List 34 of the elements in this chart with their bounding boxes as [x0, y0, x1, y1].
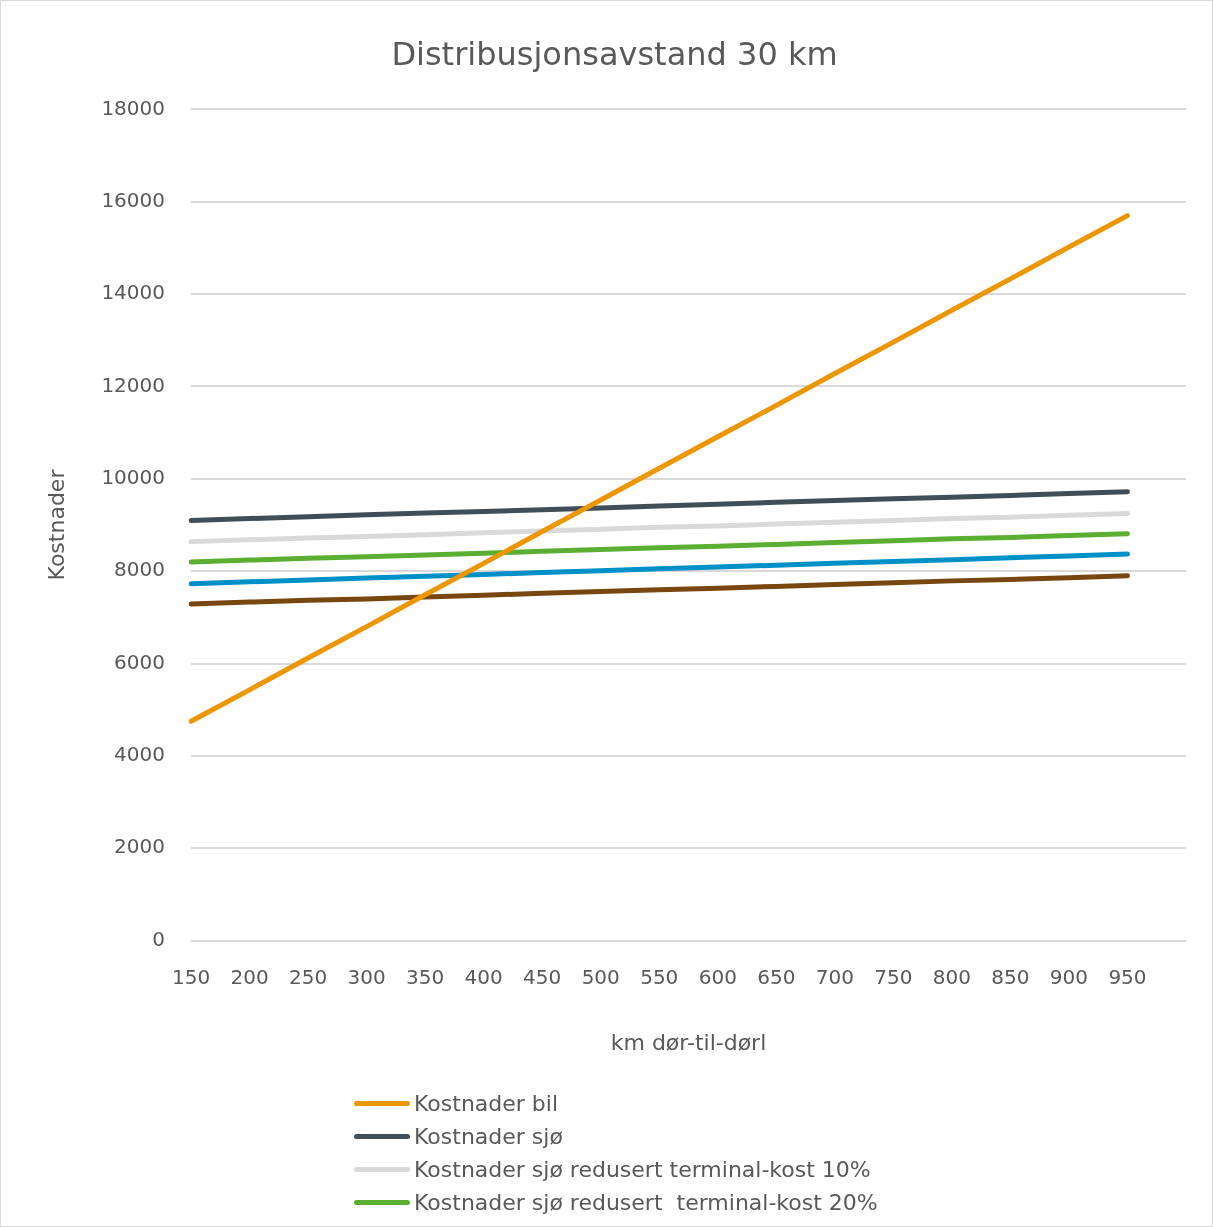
- legend-label: Kostnader sjø redusert terminal-kost 10%: [414, 1157, 871, 1182]
- x-tick-label: 550: [640, 964, 679, 989]
- y-tick-label: 6000: [114, 649, 166, 674]
- y-tick-label: 8000: [114, 557, 166, 582]
- x-tick-label: 200: [230, 964, 269, 989]
- x-tick-label: 650: [757, 964, 796, 989]
- y-tick-label: 14000: [101, 280, 166, 305]
- legend-label: Kostnader sjø: [414, 1124, 563, 1149]
- y-tick-label: 16000: [101, 187, 166, 212]
- x-tick-label: 800: [932, 964, 971, 989]
- x-tick-label: 500: [581, 964, 620, 989]
- x-axis-title: km dør-til-dørl: [610, 1029, 767, 1055]
- x-tick-label: 250: [288, 964, 328, 989]
- y-axis-title: Kostnader: [43, 468, 69, 581]
- y-tick-label: 12000: [101, 372, 166, 397]
- chart-title: Distribusjonsavstand 30 km: [391, 34, 838, 73]
- y-tick-label: 0: [152, 926, 166, 951]
- y-tick-label: 18000: [101, 95, 166, 120]
- x-tick-label: 350: [406, 964, 445, 989]
- legend-label: Kostnader bil: [414, 1091, 559, 1116]
- x-tick-label: 400: [464, 964, 503, 989]
- x-tick-label: 150: [171, 964, 211, 989]
- x-tick-label: 600: [698, 964, 737, 989]
- x-tick-label: 700: [815, 964, 854, 989]
- legend-label: Kostnader sjø redusert terminal-kost 20%: [414, 1190, 878, 1215]
- x-tick-label: 450: [523, 964, 562, 989]
- x-tick-label: 850: [991, 964, 1030, 989]
- x-tick-label: 950: [1108, 964, 1147, 989]
- y-tick-label: 2000: [114, 834, 166, 859]
- x-tick-label: 750: [874, 964, 913, 989]
- y-tick-label: 4000: [114, 742, 166, 767]
- x-tick-label: 300: [347, 964, 386, 989]
- y-tick-label: 10000: [101, 465, 166, 490]
- x-tick-label: 900: [1049, 964, 1089, 989]
